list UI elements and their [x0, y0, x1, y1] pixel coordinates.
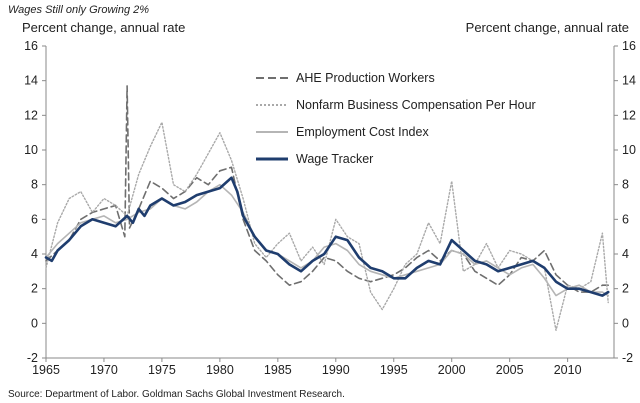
series-eci-line [45, 183, 610, 297]
y-tick-label-right: 6 [622, 212, 629, 226]
y-tick-label-left: -2 [27, 351, 38, 365]
legend-label-nonfarm: Nonfarm Business Compensation Per Hour [296, 98, 536, 112]
x-tick-label: 1965 [32, 363, 60, 377]
y-tick-label-left: 2 [31, 282, 38, 296]
y-tick-label-right: 14 [622, 74, 636, 88]
y-tick-label-left: 14 [24, 74, 38, 88]
y-tick-label-right: 10 [622, 143, 636, 157]
legend-label-ahe: AHE Production Workers [296, 71, 435, 85]
series-wage-tracker-line [44, 176, 610, 297]
y-tick-label-left: 8 [31, 178, 38, 192]
y-axis-label-right: Percent change, annual rate [466, 20, 629, 35]
y-tick-label-right: 2 [622, 282, 629, 296]
series-ahe-line [45, 85, 610, 293]
y-tick-label-left: 16 [24, 39, 38, 53]
legend: AHE Production Workers Nonfarm Business … [256, 71, 536, 166]
x-tick-label: 1970 [90, 363, 118, 377]
x-tick-label: 2010 [554, 363, 582, 377]
x-ticks: 1965 1970 1975 1980 1985 1990 1995 2000 2005 2010 [32, 358, 582, 377]
y-tick-label-right: 4 [622, 247, 629, 261]
source-note: Source: Department of Labor. Goldman Sac… [8, 389, 345, 400]
y-tick-label-left: 0 [31, 316, 38, 330]
y-tick-label-left: 4 [31, 247, 38, 261]
x-tick-label: 2005 [496, 363, 524, 377]
y-tick-label-left: 12 [24, 108, 38, 122]
y-ticks-right: -2 0 2 4 6 8 10 12 14 16 [614, 39, 636, 365]
y-tick-label-right: 0 [622, 316, 629, 330]
x-tick-label: 1975 [148, 363, 176, 377]
y-tick-label-right: 8 [622, 178, 629, 192]
series-nonfarm-line [45, 121, 609, 331]
x-tick-label: 2000 [438, 363, 466, 377]
legend-label-tracker: Wage Tracker [296, 152, 373, 166]
x-tick-label: 1995 [380, 363, 408, 377]
y-axis-label-left: Percent change, annual rate [22, 20, 185, 35]
y-tick-label-left: 10 [24, 143, 38, 157]
y-tick-label-left: 6 [31, 212, 38, 226]
legend-label-eci: Employment Cost Index [296, 125, 429, 139]
x-tick-label: 1980 [206, 363, 234, 377]
y-tick-label-right: -2 [622, 351, 633, 365]
y-ticks-left: -2 0 2 4 6 8 10 12 14 16 [24, 39, 46, 365]
y-tick-label-right: 12 [622, 108, 636, 122]
x-tick-label: 1990 [322, 363, 350, 377]
x-tick-label: 1985 [264, 363, 292, 377]
axes [45, 46, 615, 359]
series-layer [44, 85, 610, 331]
y-tick-label-right: 16 [622, 39, 636, 53]
chart-title: Wages Still only Growing 2% [8, 4, 149, 16]
